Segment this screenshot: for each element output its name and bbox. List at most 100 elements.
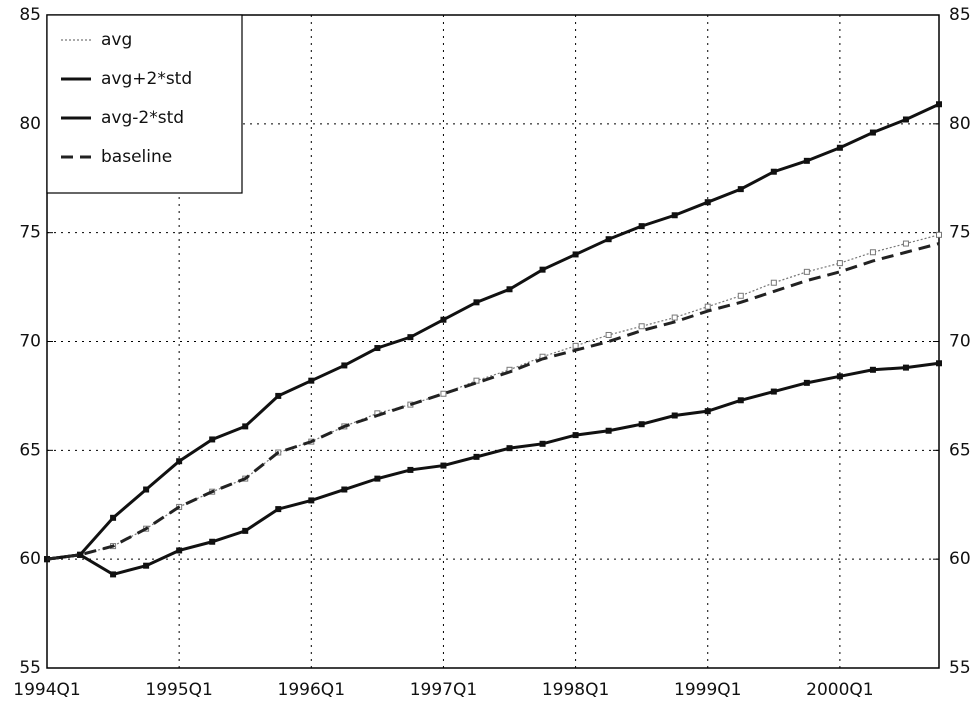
point-marker [110,514,117,521]
point-marker [539,440,546,447]
legend-label: avg+2*std [101,69,192,89]
point-marker [275,506,282,513]
point-marker [737,186,744,193]
point-marker [836,373,843,380]
y-tick-label: 60 [19,549,41,569]
point-marker [308,497,315,504]
point-marker [176,547,183,554]
point-marker [869,249,876,256]
legend: avg avg+2*std avg-2*std baseline [46,14,243,194]
point-marker [374,345,381,352]
point-marker [110,571,117,578]
point-marker [902,116,909,123]
y-tick-label: 75 [19,223,41,243]
x-tick-label: 1995Q1 [145,680,212,700]
point-marker [638,223,645,230]
point-marker [737,397,744,404]
y2-tick-label: 55 [949,658,971,678]
point-marker [143,486,150,493]
series-line [46,102,940,561]
point-marker [638,421,645,428]
point-marker [539,266,546,273]
y2-tick-label: 70 [949,332,971,352]
point-marker [936,231,942,238]
point-marker [902,364,909,371]
point-marker [209,436,216,443]
point-marker [770,279,777,286]
point-marker [374,475,381,482]
point-marker [506,286,513,293]
point-marker [605,236,612,243]
point-marker [704,303,711,310]
point-marker [836,144,843,151]
y-tick-label: 85 [19,5,41,25]
point-marker [770,168,777,175]
point-marker [869,129,876,136]
point-marker [308,377,315,384]
point-marker [407,466,414,473]
x-tick-label: 1999Q1 [674,680,741,700]
series-line [46,234,940,560]
point-marker [869,366,876,373]
point-marker [341,362,348,369]
point-marker [671,212,678,219]
point-marker [936,101,942,108]
point-marker [176,458,183,465]
point-marker [77,551,84,558]
point-marker [341,486,348,493]
point-marker [572,342,579,349]
x-tick-label: 1994Q1 [13,680,80,700]
point-marker [572,251,579,258]
series-line [46,242,940,561]
point-marker [803,157,810,164]
point-marker [770,388,777,395]
point-marker [572,432,579,439]
y2-tick-label: 60 [949,549,971,569]
point-marker [704,408,711,415]
legend-label: baseline [101,147,172,167]
plot-frame [46,14,940,669]
y-tick-label: 55 [19,658,41,678]
legend-label: avg-2*std [101,108,184,128]
point-marker [902,240,909,247]
point-marker [836,260,843,267]
x-tick-label: 1998Q1 [542,680,609,700]
point-marker [242,527,249,534]
point-marker [638,323,645,330]
legend-label: avg [101,30,132,50]
point-marker [275,392,282,399]
y-tick-label: 80 [19,114,41,134]
x-tick-label: 1997Q1 [410,680,477,700]
point-marker [605,427,612,434]
point-marker [803,268,810,275]
point-marker [704,199,711,206]
point-marker [473,453,480,460]
y2-tick-label: 80 [949,114,971,134]
point-marker [671,412,678,419]
point-marker [209,538,216,545]
y-tick-label: 70 [19,332,41,352]
point-marker [803,379,810,386]
point-marker [737,292,744,299]
point-marker [440,316,447,323]
point-marker [936,360,942,367]
legend-box [46,14,243,194]
y2-tick-label: 85 [949,5,971,25]
series-line [46,361,940,577]
y2-tick-label: 75 [949,223,971,243]
point-marker [143,562,150,569]
point-marker [506,445,513,452]
point-marker [605,331,612,338]
y2-tick-label: 65 [949,440,971,460]
point-marker [242,423,249,430]
y-tick-label: 65 [19,440,41,460]
point-marker [440,390,447,397]
point-marker [473,299,480,306]
point-marker [473,377,480,384]
x-tick-label: 1996Q1 [278,680,345,700]
point-marker [440,462,447,469]
point-marker [671,314,678,321]
x-tick-label: 2000Q1 [806,680,873,700]
